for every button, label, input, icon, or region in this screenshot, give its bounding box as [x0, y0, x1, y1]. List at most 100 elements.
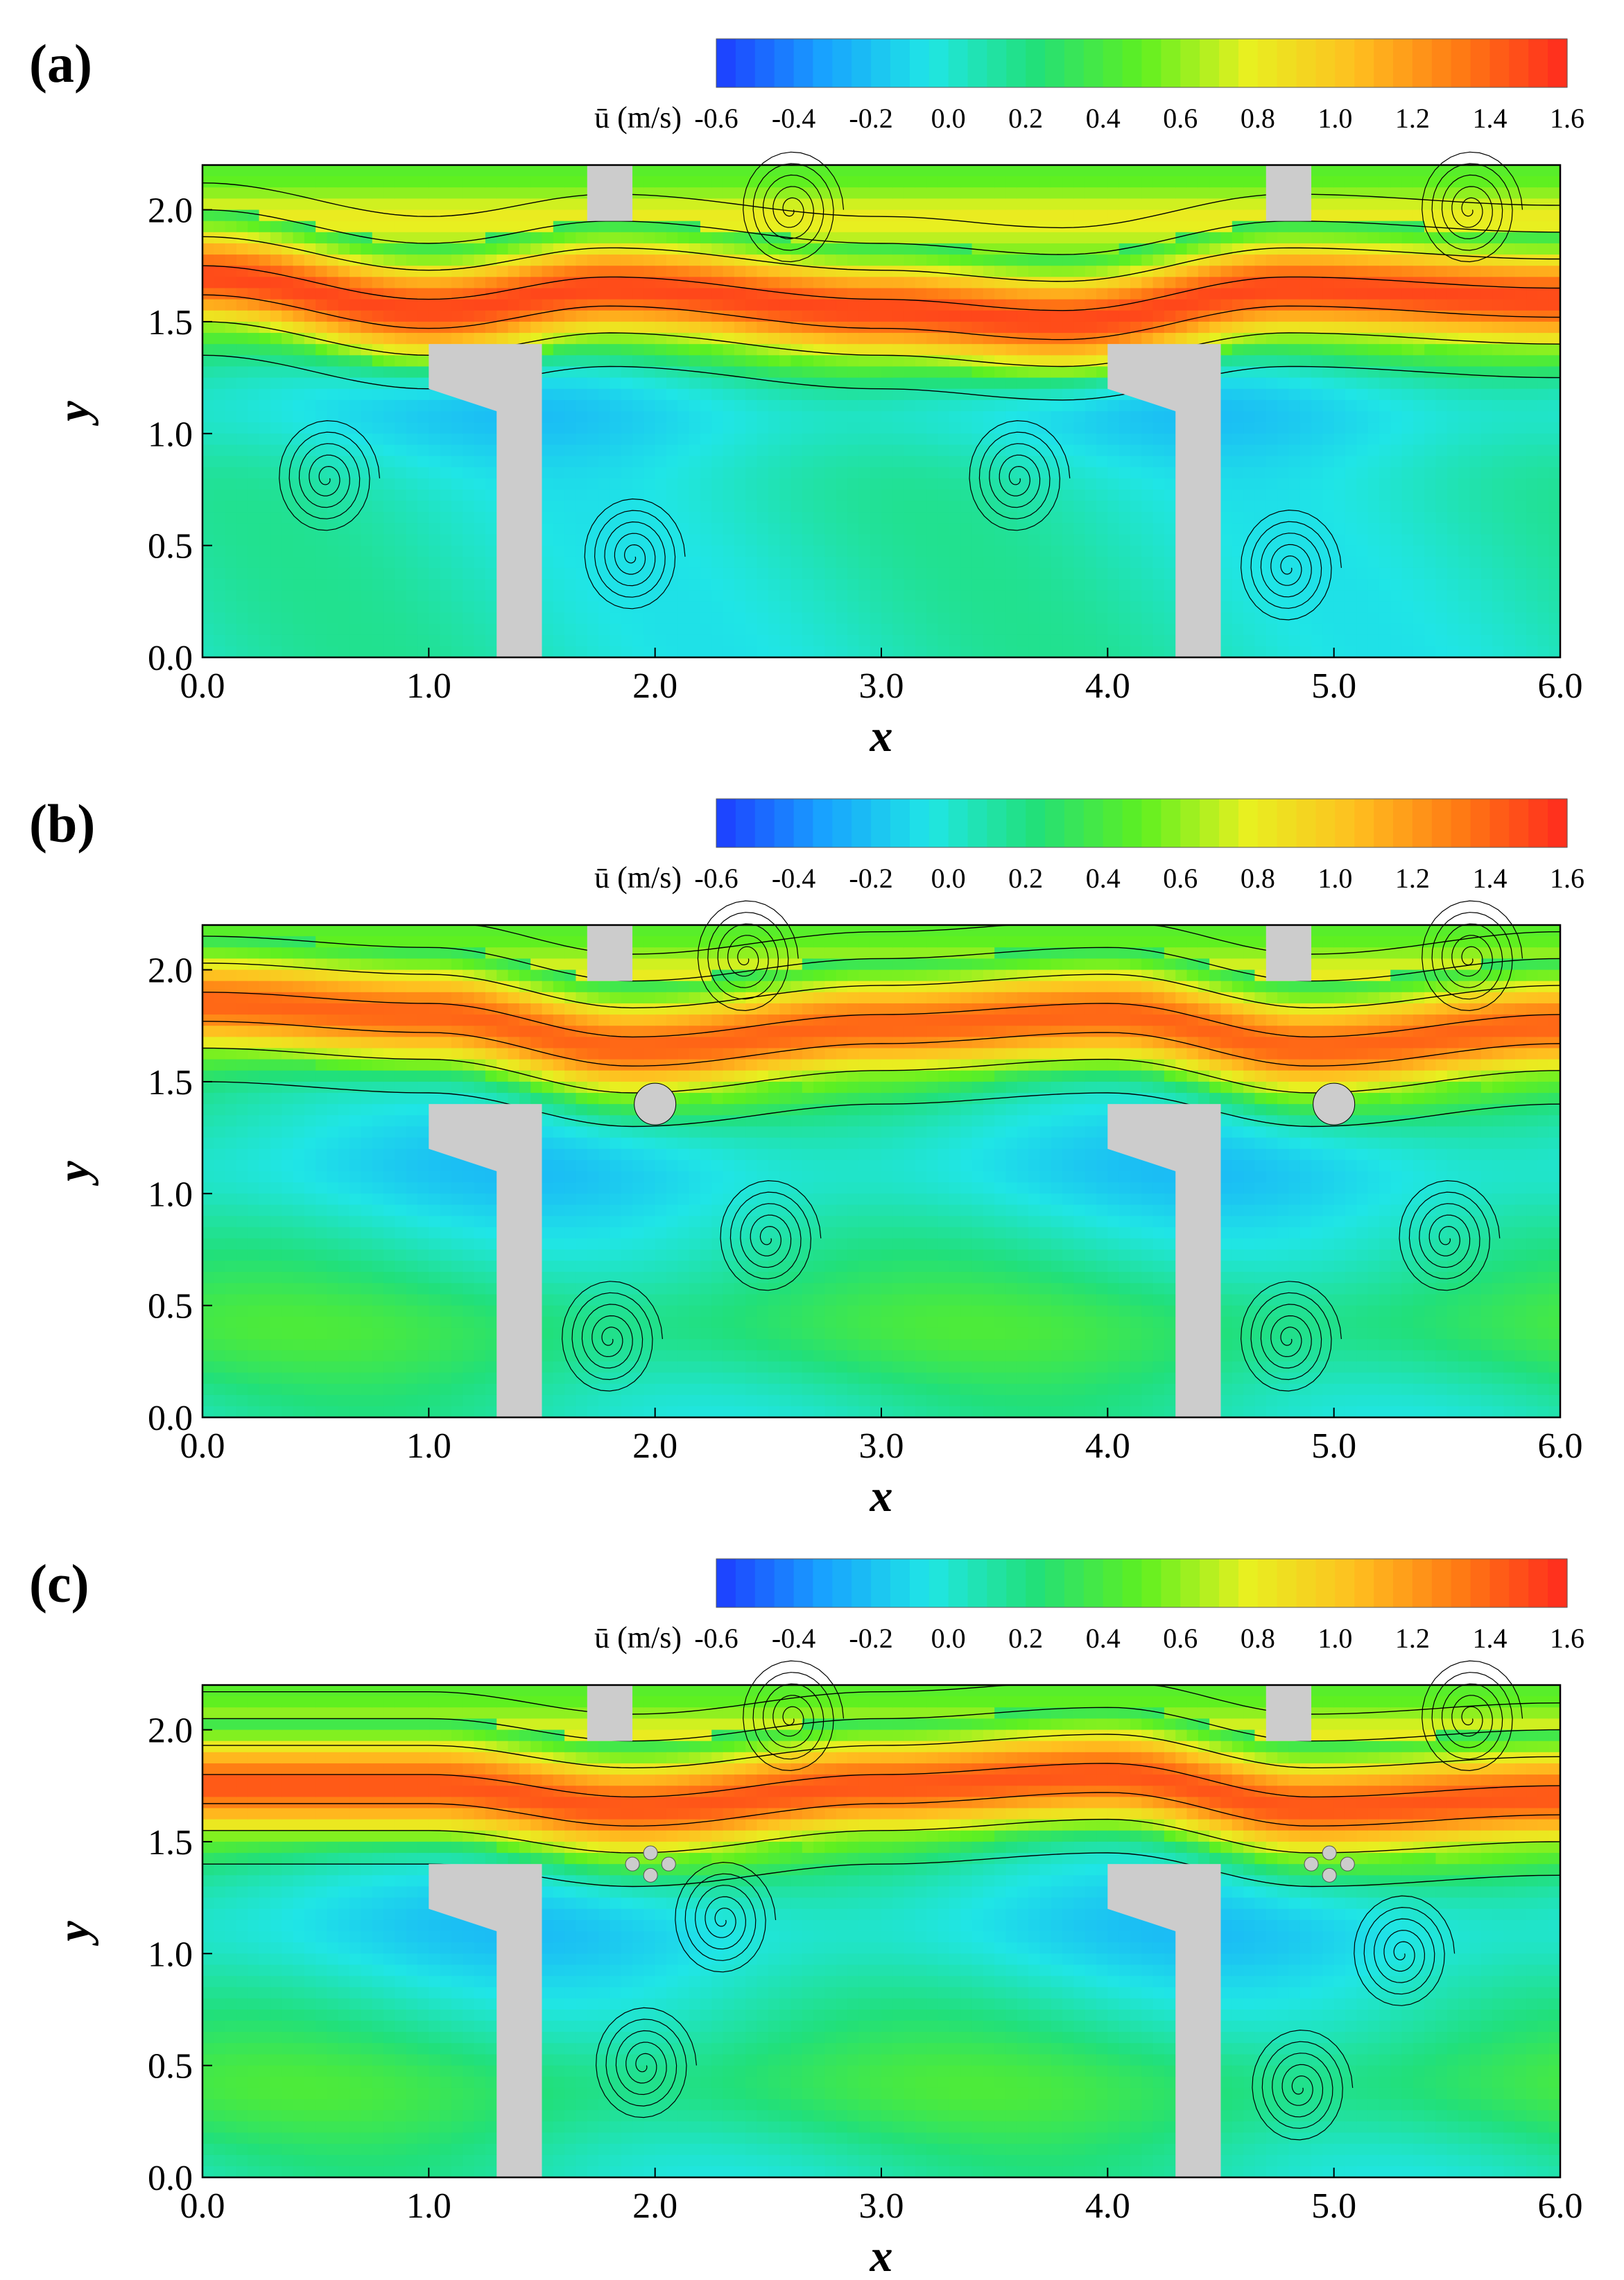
colorbar-segment [1335, 1559, 1355, 1607]
colorbar-segment [1257, 39, 1278, 87]
colorbar-segment [1161, 799, 1181, 847]
colorbar-tick-label: 0.0 [931, 1623, 966, 1654]
y-tick-label: 1.5 [148, 1823, 193, 1863]
vortex [1252, 2029, 1354, 2141]
colorbar-segment [1200, 39, 1220, 87]
x-tick-label: 5.0 [1311, 666, 1356, 706]
colorbar-tick-label: 1.4 [1472, 863, 1507, 894]
y-tick-label: 1.0 [148, 1935, 193, 1974]
colorbar-segment [1470, 39, 1491, 87]
colorbar-tick-label: 1.2 [1395, 863, 1430, 894]
colorbar-segment [1006, 1559, 1026, 1607]
colorbar-segment [1200, 799, 1220, 847]
x-tick-label: 6.0 [1538, 1426, 1583, 1466]
colorbar-segment [1257, 1559, 1278, 1607]
colorbar-segment [793, 39, 814, 87]
colorbar-tick-label: 1.0 [1318, 863, 1352, 894]
colorbar-tick-label: -0.4 [772, 103, 815, 134]
colorbar-tick-label: 1.6 [1550, 103, 1584, 134]
chart-svg: (c) -0.6 -0.4 -0.2 0.0 0.2 0.4 0.6 0.8 1.0 1.2 1.4 1… [29, 1553, 1584, 2280]
y-axis-label: y [49, 401, 99, 426]
colorbar-segment [1006, 39, 1026, 87]
colorbar-segment [928, 1559, 949, 1607]
x-tick-label: 4.0 [1085, 666, 1130, 706]
panel-b: (b) -0.6 -0.4 -0.2 0.0 0.2 0.4 0.6 0.8 1.0 1.2 1.4 1… [0, 760, 1624, 1520]
colorbar-tick-label: -0.6 [694, 863, 738, 894]
colorbar-segment [1489, 39, 1510, 87]
colorbar-segment [1006, 799, 1026, 847]
colorbar-segment [735, 799, 756, 847]
colorbar-frame [716, 798, 1568, 848]
colorbar-segment [1238, 1559, 1259, 1607]
colorbar-tick-label: -0.6 [694, 1623, 738, 1654]
colorbar-tick-label: 0.0 [931, 103, 966, 134]
colorbar-segment [716, 1559, 736, 1607]
x-tick-label: 1.0 [406, 1426, 451, 1466]
colorbar-segment [1277, 39, 1297, 87]
x-axis-label: x [870, 1471, 893, 1520]
colorbar-segment [832, 799, 852, 847]
colorbar-segment [1412, 1559, 1433, 1607]
y-tick-label: 0.0 [148, 2159, 193, 2198]
streamlines [202, 151, 1561, 621]
velocity-field [202, 925, 1561, 1418]
colorbar-segment [1083, 799, 1104, 847]
vortex [720, 1180, 822, 1291]
colorbar-segment [1257, 799, 1278, 847]
vortex [1422, 900, 1523, 1012]
colorbar-segment [1064, 799, 1085, 847]
y-tick-label: 2.0 [148, 1711, 193, 1751]
colorbar-frame [716, 1558, 1568, 1608]
colorbar-segment [1200, 1559, 1220, 1607]
colorbar-segment [1451, 799, 1471, 847]
panel-label: (b) [29, 793, 95, 854]
vortex [1240, 1281, 1342, 1392]
colorbar-tick-label: 0.6 [1163, 863, 1198, 894]
x-tick-label: 2.0 [632, 1426, 677, 1466]
colorbar-segment [1470, 1559, 1491, 1607]
x-tick-label: 0.0 [180, 1426, 225, 1466]
colorbar-segment [1354, 799, 1374, 847]
y-tick-label: 1.0 [148, 1175, 193, 1214]
colorbar-segment [1219, 799, 1239, 847]
colorbar-segment [813, 39, 833, 87]
solid-structures [429, 925, 1312, 1417]
chart-svg: (b) -0.6 -0.4 -0.2 0.0 0.2 0.4 0.6 0.8 1.0 1.2 1.4 1… [29, 793, 1584, 1520]
vortex [1399, 1180, 1501, 1291]
y-tick-label: 0.0 [148, 639, 193, 678]
vortex [279, 420, 381, 531]
colorbar-tick-label: 0.4 [1086, 1623, 1121, 1654]
colorbar-tick-label: 0.2 [1008, 103, 1043, 134]
vortex [675, 1861, 777, 1973]
colorbar-segment [813, 799, 833, 847]
colorbar-segment [793, 799, 814, 847]
velocity-field [202, 165, 1561, 658]
y-tick-label: 0.0 [148, 1399, 193, 1438]
colorbar-tick-label: -0.4 [772, 863, 815, 894]
colorbar-segment [1277, 1559, 1297, 1607]
colorbar-segment [1103, 799, 1123, 847]
colorbar-tick-label: 0.2 [1008, 863, 1043, 894]
colorbar-tick-label: 0.2 [1008, 1623, 1043, 1654]
colorbar-tick-label: 0.0 [931, 863, 966, 894]
colorbar-segment [909, 39, 930, 87]
colorbar-segment [871, 799, 891, 847]
colorbar-segment [774, 1559, 795, 1607]
x-axis-label: x [870, 2231, 893, 2280]
colorbar-segment [1509, 39, 1529, 87]
colorbar-label: ū (m/s) [594, 861, 682, 895]
y-tick-label: 2.0 [148, 191, 193, 231]
y-axis-label: y [49, 1921, 99, 1946]
colorbar-tick-label: 1.2 [1395, 103, 1430, 134]
colorbar-segment [716, 799, 736, 847]
colorbar-segment [1470, 799, 1491, 847]
colorbar-segment [1238, 39, 1259, 87]
colorbar-segment [735, 39, 756, 87]
colorbar-segment [1412, 39, 1433, 87]
colorbar-segment [928, 39, 949, 87]
colorbar-segment [832, 39, 852, 87]
colorbar-segment [890, 799, 910, 847]
colorbar-segment [1489, 799, 1510, 847]
x-tick-label: 5.0 [1311, 2186, 1356, 2226]
colorbar-segment [1083, 39, 1104, 87]
